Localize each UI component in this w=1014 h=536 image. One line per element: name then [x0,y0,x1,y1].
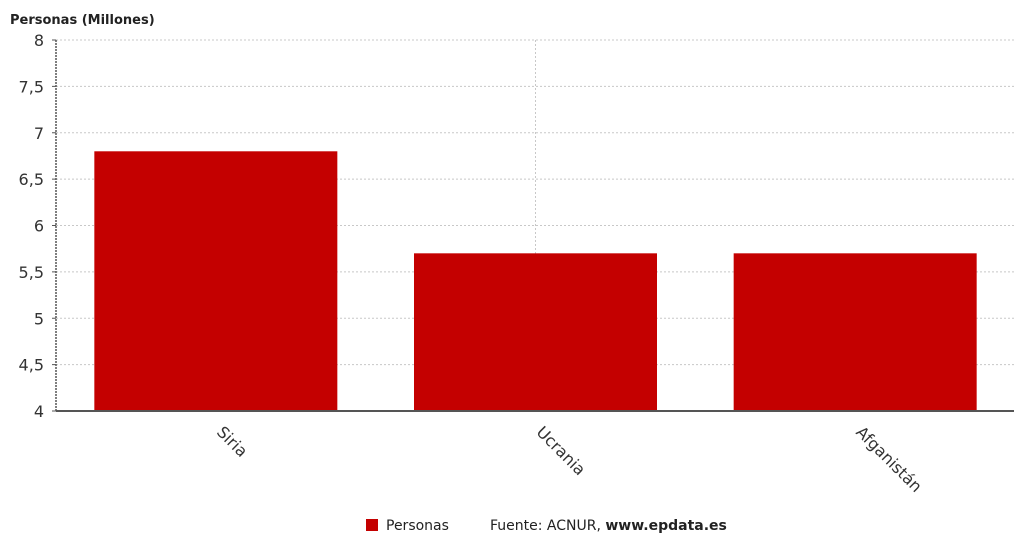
bars [94,151,977,412]
source-note: Fuente: ACNUR, www.epdata.es [490,518,727,534]
x-tick-label: Afganistán [852,422,926,496]
y-tick-label: 6,5 [19,170,44,189]
bar-afganistán [733,253,977,411]
x-tick-label: Ucrania [533,422,590,479]
legend-label: Personas [386,518,449,534]
source-site: www.epdata.es [605,518,727,534]
y-tick-label: 4 [34,402,44,421]
bar-siria [94,151,338,412]
y-tick-label: 7,5 [19,77,44,96]
x-tick-labels: Siria Ucrania Afganistán [213,422,926,496]
x-tick-label: Siria [213,422,251,460]
y-tick-label: 7 [34,124,44,143]
bar-ucrania [414,253,657,411]
legend-swatch [366,519,378,531]
y-tick-label: 5 [34,309,44,328]
legend: Personas Fuente: ACNUR, www.epdata.es [366,518,727,534]
y-axis-title: Personas (Millones) [10,13,155,28]
y-tick-label: 5,5 [19,263,44,282]
source-prefix: Fuente: ACNUR, [490,518,605,534]
y-tick-labels: 4 4,5 5 5,5 6 6,5 7 7,5 8 [19,31,44,421]
y-tick-label: 8 [34,31,44,50]
y-tick-label: 4,5 [19,356,44,375]
y-tick-label: 6 [34,217,44,236]
axes [52,39,1014,412]
